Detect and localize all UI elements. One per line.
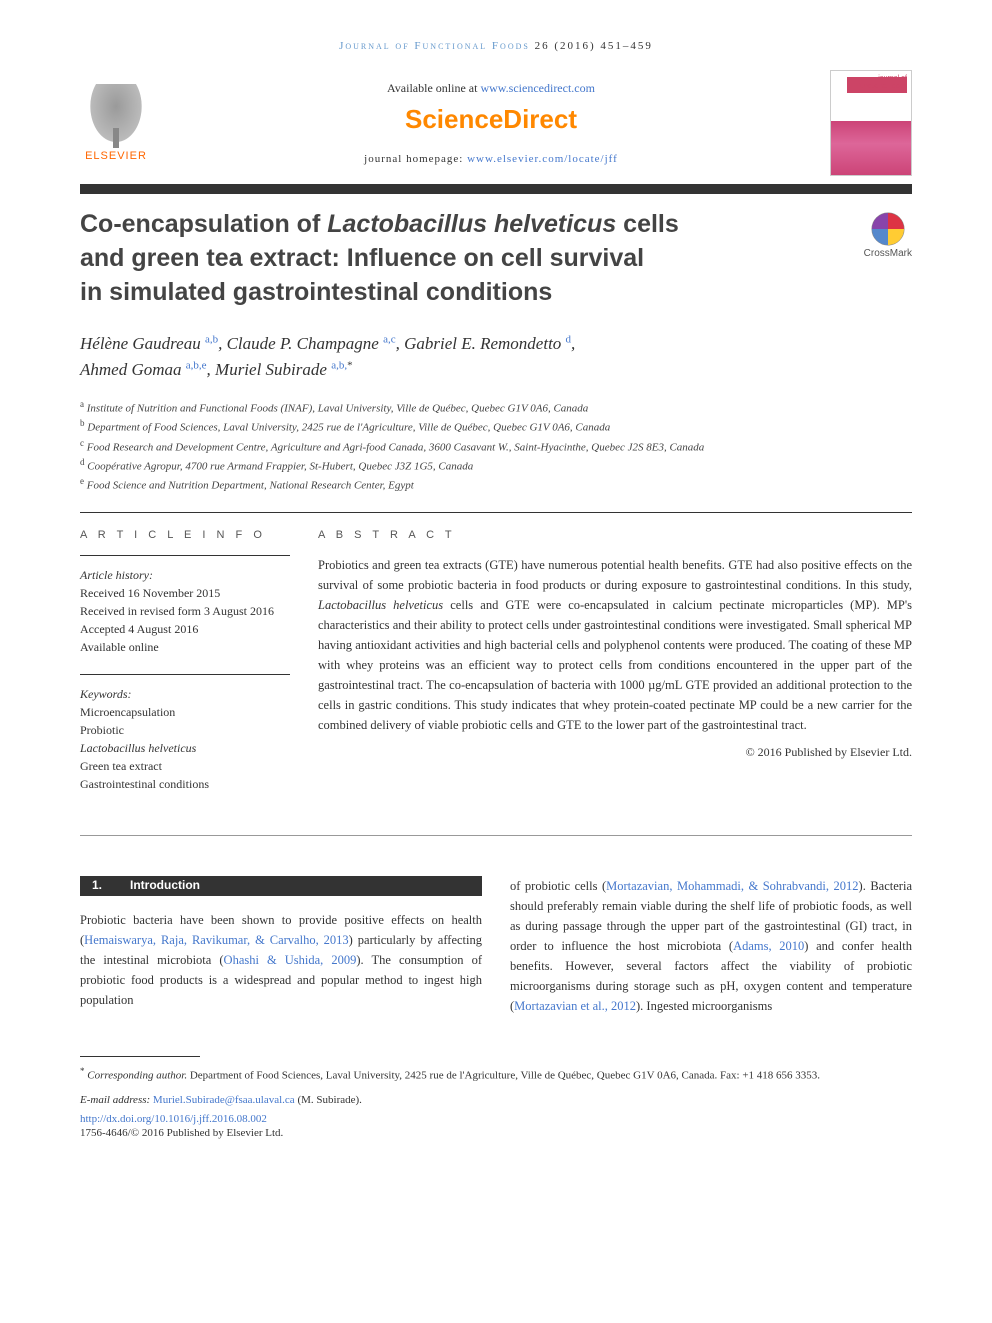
elsevier-tree-icon	[86, 84, 146, 148]
crossmark-label: CrossMark	[864, 248, 912, 259]
history-received: Received 16 November 2015	[80, 584, 290, 602]
affil-b: Department of Food Sciences, Laval Unive…	[87, 422, 610, 434]
abstract-head: A B S T R A C T	[318, 529, 912, 541]
affil-c: Food Research and Development Centre, Ag…	[87, 441, 705, 453]
abstract-text: Probiotics and green tea extracts (GTE) …	[318, 555, 912, 735]
keyword: Probiotic	[80, 721, 290, 739]
keywords-label: Keywords:	[80, 685, 290, 703]
elsevier-logo[interactable]: ELSEVIER	[80, 84, 152, 162]
crossmark-badge[interactable]: CrossMark	[864, 212, 912, 259]
sciencedirect-brand[interactable]: ScienceDirect	[405, 104, 577, 135]
affil-e: Food Science and Nutrition Department, N…	[87, 480, 414, 492]
email-line: E-mail address: Muriel.Subirade@fsaa.ula…	[80, 1092, 912, 1109]
homepage-prefix: journal homepage:	[364, 153, 467, 165]
body-col-left: 1. Introduction Probiotic bacteria have …	[80, 876, 482, 1016]
abstract-column: A B S T R A C T Probiotics and green tea…	[318, 529, 912, 811]
history-block: Article history: Received 16 November 20…	[80, 555, 290, 656]
title-block: Co-encapsulation of Lactobacillus helvet…	[80, 208, 912, 309]
section-rule	[80, 512, 912, 513]
crossmark-icon	[871, 212, 905, 246]
masthead-center: Available online at www.sciencedirect.co…	[152, 81, 830, 165]
author[interactable]: Claude P. Champagne	[227, 334, 379, 353]
keyword: Microencapsulation	[80, 703, 290, 721]
running-header: Journal of Functional Foods 26 (2016) 45…	[80, 40, 912, 52]
sciencedirect-link[interactable]: www.sciencedirect.com	[480, 81, 595, 95]
cover-title: journal of functional foods	[858, 75, 907, 90]
intro-label: Introduction	[130, 876, 200, 895]
abstract-copyright: © 2016 Published by Elsevier Ltd.	[318, 745, 912, 760]
history-accepted: Accepted 4 August 2016	[80, 620, 290, 638]
homepage-link[interactable]: www.elsevier.com/locate/jff	[467, 153, 618, 165]
keyword: Gastrointestinal conditions	[80, 775, 290, 793]
affil-d: Coopérative Agropur, 4700 rue Armand Fra…	[87, 460, 473, 472]
journal-cover-thumb[interactable]: journal of functional foods	[830, 70, 912, 176]
keyword: Green tea extract	[80, 757, 290, 775]
avail-prefix: Available online at	[387, 81, 480, 95]
intro-number: 1.	[92, 876, 102, 895]
author[interactable]: Muriel Subirade	[215, 360, 327, 379]
available-online-line: Available online at www.sciencedirect.co…	[152, 81, 830, 96]
body-col-right: of probiotic cells (Mortazavian, Mohamma…	[510, 876, 912, 1016]
intro-para-left: Probiotic bacteria have been shown to pr…	[80, 910, 482, 1010]
journal-homepage-line: journal homepage: www.elsevier.com/locat…	[152, 153, 830, 165]
intro-para-right: of probiotic cells (Mortazavian, Mohamma…	[510, 876, 912, 1016]
volume-info: 26 (2016) 451–459	[535, 40, 653, 52]
body-columns: 1. Introduction Probiotic bacteria have …	[80, 876, 912, 1016]
intro-heading: 1. Introduction	[80, 876, 482, 896]
elsevier-wordmark: ELSEVIER	[85, 150, 147, 162]
history-revised: Received in revised form 3 August 2016	[80, 602, 290, 620]
masthead: ELSEVIER Available online at www.science…	[80, 70, 912, 176]
author[interactable]: Ahmed Gomaa	[80, 360, 182, 379]
corresponding-author-note: * Corresponding author. Department of Fo…	[80, 1065, 912, 1084]
article-title: Co-encapsulation of Lactobacillus helvet…	[80, 208, 844, 309]
keywords-block: Keywords: Microencapsulation Probiotic L…	[80, 674, 290, 793]
abstract-bottom-rule	[80, 835, 912, 836]
article-info-column: A R T I C L E I N F O Article history: R…	[80, 529, 290, 811]
keyword: Lactobacillus helveticus	[80, 739, 290, 757]
article-info-head: A R T I C L E I N F O	[80, 529, 290, 541]
citation-link[interactable]: Mortazavian et al., 2012	[514, 999, 636, 1013]
corr-label: Corresponding author.	[87, 1070, 187, 1082]
history-online: Available online	[80, 638, 290, 656]
author[interactable]: Gabriel E. Remondetto	[404, 334, 561, 353]
author[interactable]: Hélène Gaudreau	[80, 334, 201, 353]
email-label: E-mail address:	[80, 1094, 153, 1106]
affiliations: a Institute of Nutrition and Functional …	[80, 398, 912, 494]
citation-link[interactable]: Adams, 2010	[733, 939, 804, 953]
citation-link[interactable]: Hemaiswarya, Raja, Ravikumar, & Carvalho…	[84, 933, 349, 947]
doi-link[interactable]: http://dx.doi.org/10.1016/j.jff.2016.08.…	[80, 1113, 912, 1125]
email-link[interactable]: Muriel.Subirade@fsaa.ulaval.ca	[153, 1094, 295, 1106]
title-rule-bar	[80, 184, 912, 194]
affil-a: Institute of Nutrition and Functional Fo…	[87, 403, 589, 415]
history-label: Article history:	[80, 566, 290, 584]
citation-link[interactable]: Mortazavian, Mohammadi, & Sohrabvandi, 2…	[606, 879, 858, 893]
footnote-rule	[80, 1056, 200, 1057]
citation-link[interactable]: Ohashi & Ushida, 2009	[224, 953, 357, 967]
info-abstract-row: A R T I C L E I N F O Article history: R…	[80, 529, 912, 811]
journal-name: Journal of Functional Foods	[339, 40, 530, 52]
author-list: Hélène Gaudreau a,b, Claude P. Champagne…	[80, 331, 912, 382]
issn-line: 1756-4646/© 2016 Published by Elsevier L…	[80, 1127, 912, 1139]
